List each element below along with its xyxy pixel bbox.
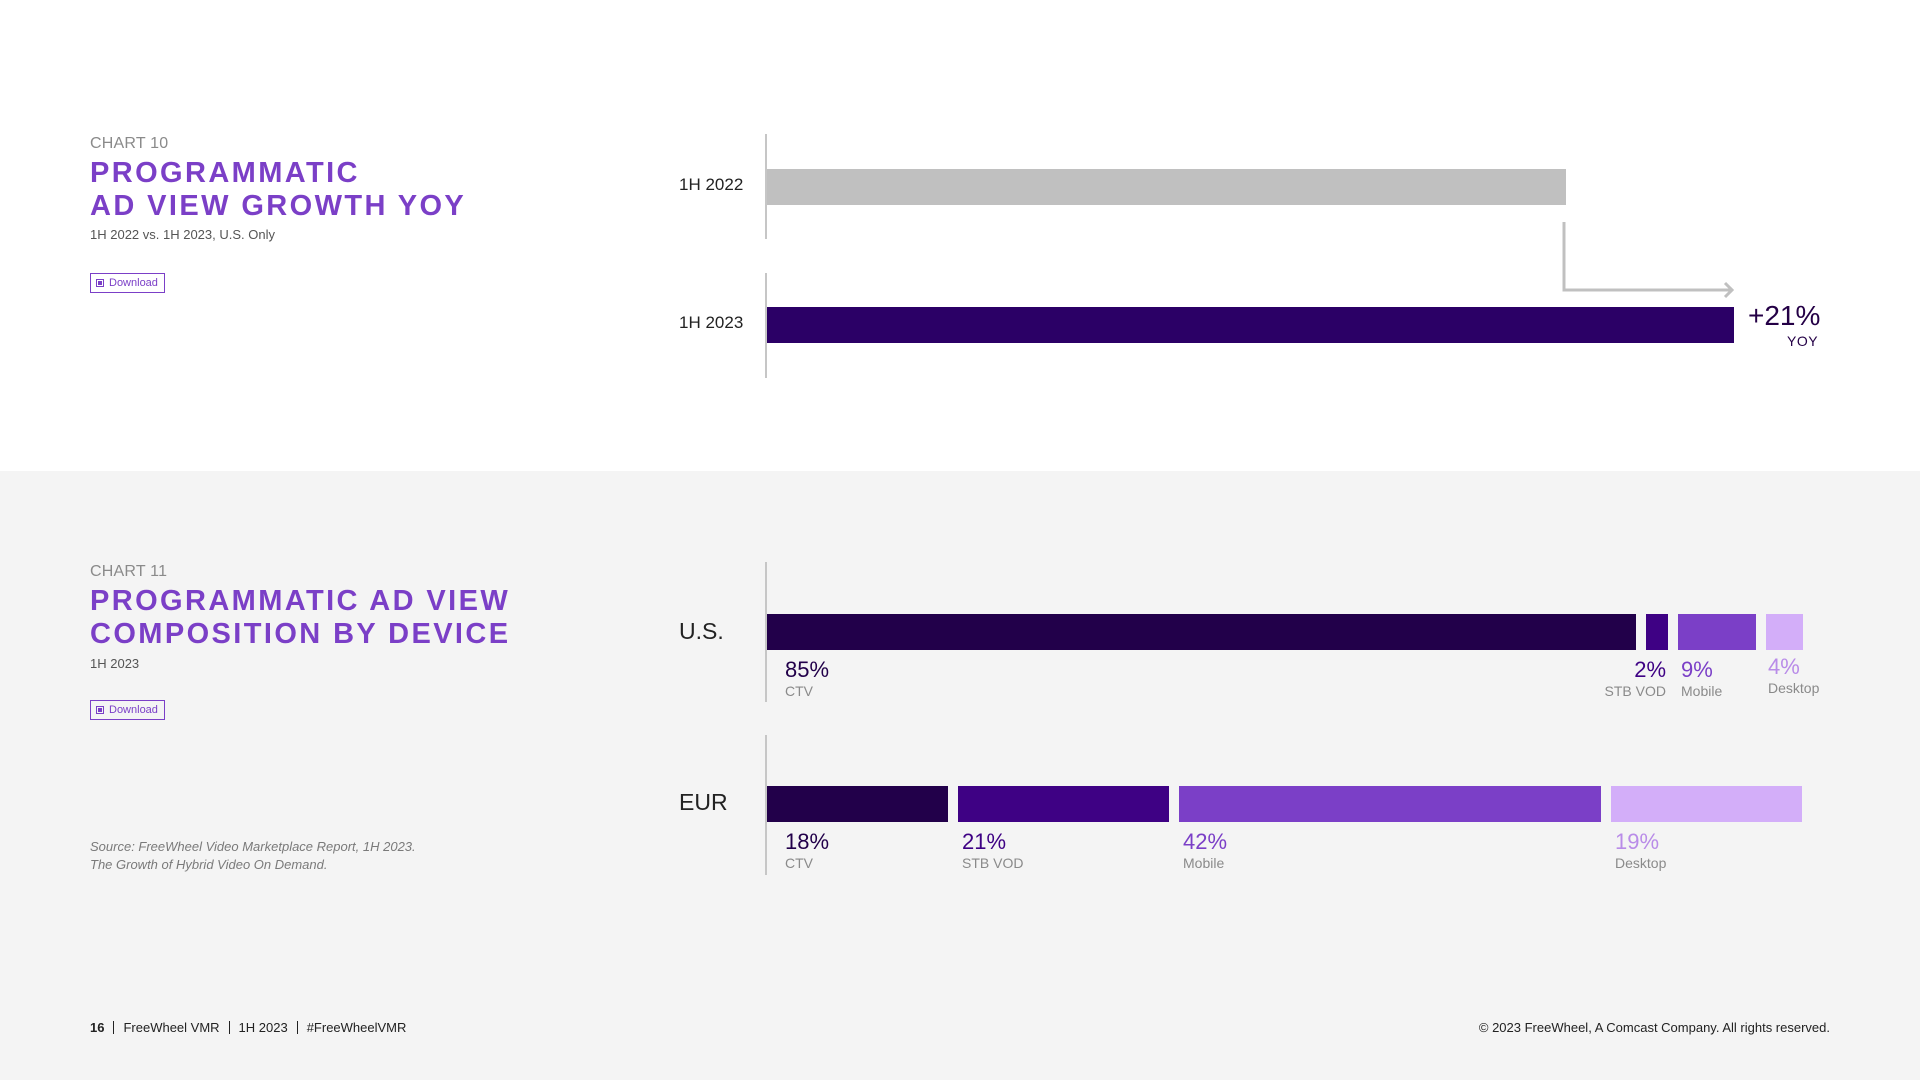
chart10-category-label: 1H 2022 — [679, 175, 744, 194]
source-note: Source: FreeWheel Video Marketplace Repo… — [90, 838, 416, 874]
chart10-download-label: Download — [109, 277, 158, 289]
arrow-head-icon — [1723, 281, 1735, 299]
chart11-value-label-eur: 42% — [1183, 829, 1228, 854]
chart11-category-label-us: STB VOD — [1604, 683, 1666, 699]
chart11-category-label-us: Mobile — [1681, 683, 1723, 699]
chart11-category-label-eur: CTV — [785, 855, 813, 871]
chart10-label: CHART 10 — [90, 135, 169, 152]
chart10-section — [0, 0, 1920, 471]
footer-divider — [296, 1021, 298, 1034]
chart11-bar-eur-desktop — [1611, 786, 1802, 822]
chart10-title-line2: AD VIEW GROWTH YOY — [90, 190, 467, 222]
chart11-value-label-us: 9% — [1681, 657, 1713, 682]
footer-divider — [113, 1021, 115, 1034]
chart11-bar-us-stb-vod — [1646, 614, 1668, 650]
chart10-growth-arrow — [1562, 222, 1735, 299]
chart11-download-button[interactable]: Download — [90, 700, 165, 720]
chart11-axis-eur — [765, 735, 767, 875]
chart11-bar-us-mobile — [1678, 614, 1756, 650]
chart11-title: PROGRAMMATIC AD VIEW COMPOSITION BY DEVI… — [90, 585, 510, 651]
chart11-value-label-eur: 18% — [785, 829, 830, 854]
chart11-value-label-us: 85% — [785, 657, 830, 682]
chart10-title-line1: PROGRAMMATIC — [90, 157, 360, 189]
chart10-axis-1 — [765, 134, 767, 239]
chart11-value-label-us: 2% — [1634, 657, 1666, 682]
chart11-title-line1: PROGRAMMATIC AD VIEW — [90, 585, 511, 617]
chart10-title: PROGRAMMATIC AD VIEW GROWTH YOY — [90, 157, 466, 223]
chart10-bar-1h2022 — [767, 169, 1566, 205]
footer-hashtag: #FreeWheelVMR — [306, 1020, 407, 1035]
footer-divider — [228, 1021, 230, 1034]
chart11-bar-us-desktop — [1766, 614, 1803, 650]
chart11-category-label-us: CTV — [785, 683, 813, 699]
growth-arrow-line — [1562, 222, 1732, 292]
chart11-section — [0, 471, 1920, 1080]
chart11-value-label-eur: 19% — [1615, 829, 1660, 854]
chart11-title-line2: COMPOSITION BY DEVICE — [90, 618, 511, 650]
footer-report: FreeWheel VMR — [123, 1020, 220, 1035]
chart11-bar-eur-stb-vod — [958, 786, 1169, 822]
chart10-axis-2 — [765, 273, 767, 378]
chart10-category-label: 1H 2023 — [679, 313, 744, 332]
download-icon — [96, 279, 104, 287]
source-line1: Source: FreeWheel Video Marketplace Repo… — [90, 839, 416, 854]
chart11-bar-us-ctv — [767, 614, 1636, 650]
chart10-yoy-value: +21% — [1748, 300, 1821, 331]
source-line2: The Growth of Hybrid Video On Demand. — [90, 857, 328, 872]
copyright: © 2023 FreeWheel, A Comcast Company. All… — [1478, 1020, 1830, 1035]
chart11-category-label-eur: Mobile — [1183, 855, 1225, 871]
chart11-category-label-eur: STB VOD — [962, 855, 1024, 871]
footer-period: 1H 2023 — [238, 1020, 288, 1035]
chart10-yoy-label: YOY — [1787, 333, 1819, 349]
chart10-bar-1h2023 — [767, 307, 1734, 343]
chart10-subtitle: 1H 2022 vs. 1H 2023, U.S. Only — [90, 227, 275, 242]
chart11-bar-eur-mobile — [1179, 786, 1601, 822]
chart10-download-button[interactable]: Download — [90, 273, 165, 293]
download-icon — [96, 706, 104, 714]
chart11-bar-eur-ctv — [767, 786, 948, 822]
chart11-label: CHART 11 — [90, 563, 168, 580]
chart11-value-label-us: 4% — [1768, 654, 1800, 679]
chart11-download-label: Download — [109, 704, 158, 716]
chart11-category-label-eur: Desktop — [1615, 855, 1667, 871]
chart11-axis-us — [765, 562, 767, 702]
page-number: 16 — [90, 1020, 105, 1035]
chart11-category-label: EUR — [679, 789, 728, 815]
footer-left: 16 FreeWheel VMR 1H 2023 #FreeWheelVMR — [90, 1020, 406, 1035]
chart11-category-label-us: Desktop — [1768, 680, 1820, 696]
chart11-category-label: U.S. — [679, 618, 724, 644]
chart11-subtitle: 1H 2023 — [90, 656, 140, 671]
chart11-value-label-eur: 21% — [962, 829, 1007, 854]
